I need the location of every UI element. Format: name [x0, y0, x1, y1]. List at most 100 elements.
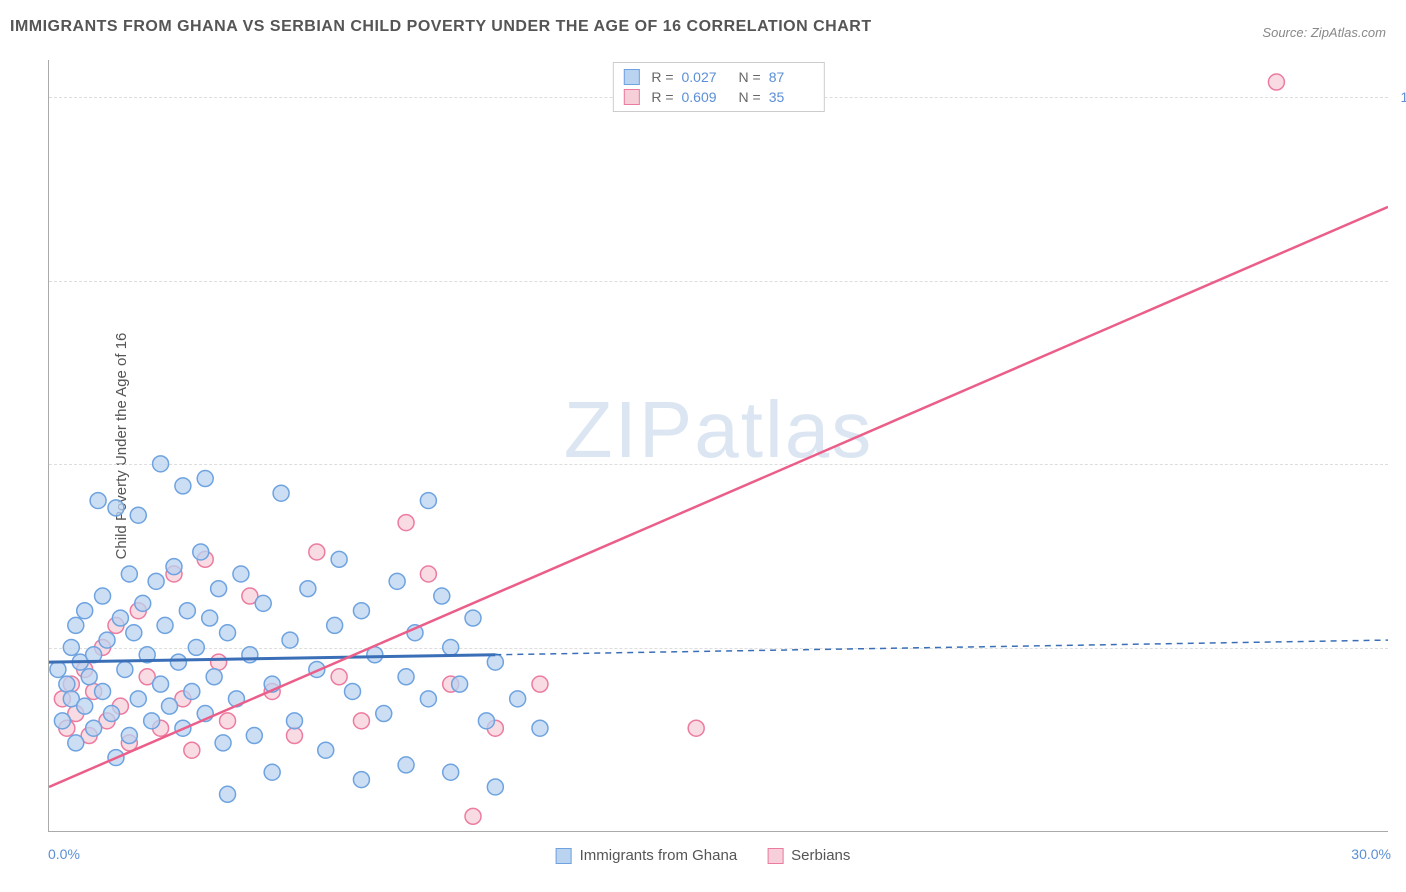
data-point [215, 735, 231, 751]
data-point [77, 698, 93, 714]
data-point [465, 808, 481, 824]
data-point [117, 661, 133, 677]
data-point [273, 485, 289, 501]
scatter-svg [49, 60, 1388, 831]
data-point [211, 581, 227, 597]
data-point [121, 566, 137, 582]
data-point [420, 493, 436, 509]
data-point [1268, 74, 1284, 90]
y-tick-label: 50.0% [1393, 456, 1406, 472]
data-point [282, 632, 298, 648]
trendline [49, 207, 1388, 787]
data-point [81, 669, 97, 685]
data-point [532, 676, 548, 692]
data-point [95, 588, 111, 604]
legend-label-serbians: Serbians [791, 847, 850, 864]
data-point [286, 713, 302, 729]
data-point [398, 757, 414, 773]
data-point [130, 691, 146, 707]
data-point [510, 691, 526, 707]
data-point [68, 735, 84, 751]
n-label: N = [739, 69, 761, 85]
data-point [443, 639, 459, 655]
legend-item-serbians: Serbians [767, 847, 850, 864]
legend-series: Immigrants from Ghana Serbians [556, 847, 851, 864]
data-point [166, 559, 182, 575]
plot-area: ZIPatlas 25.0%50.0%75.0%100.0% R = 0.027… [48, 60, 1388, 832]
swatch-serbians-icon [767, 848, 783, 864]
n-value-serbians: 35 [769, 89, 814, 105]
data-point [389, 573, 405, 589]
data-point [443, 764, 459, 780]
swatch-ghana [623, 69, 639, 85]
data-point [309, 544, 325, 560]
data-point [286, 728, 302, 744]
data-point [487, 779, 503, 795]
legend-row-ghana: R = 0.027 N = 87 [623, 67, 813, 87]
legend-correlation: R = 0.027 N = 87 R = 0.609 N = 35 [612, 62, 824, 112]
data-point [220, 625, 236, 641]
data-point [353, 603, 369, 619]
data-point [112, 610, 128, 626]
data-point [179, 603, 195, 619]
source-label: Source: [1262, 25, 1307, 40]
y-tick-label: 25.0% [1393, 640, 1406, 656]
data-point [452, 676, 468, 692]
data-point [175, 478, 191, 494]
data-point [108, 500, 124, 516]
data-point [246, 728, 262, 744]
data-point [90, 493, 106, 509]
data-point [50, 661, 66, 677]
data-point [135, 595, 151, 611]
data-point [465, 610, 481, 626]
chart-title: IMMIGRANTS FROM GHANA VS SERBIAN CHILD P… [10, 18, 872, 36]
data-point [157, 617, 173, 633]
data-point [434, 588, 450, 604]
data-point [478, 713, 494, 729]
data-point [331, 551, 347, 567]
r-label: R = [651, 69, 673, 85]
swatch-serbians [623, 89, 639, 105]
data-point [353, 772, 369, 788]
data-point [398, 515, 414, 531]
data-point [86, 720, 102, 736]
trendline-dashed [495, 640, 1388, 655]
data-point [184, 683, 200, 699]
data-point [327, 617, 343, 633]
data-point [420, 691, 436, 707]
legend-label-ghana: Immigrants from Ghana [580, 847, 738, 864]
data-point [68, 617, 84, 633]
x-tick-max: 30.0% [1351, 846, 1391, 862]
data-point [202, 610, 218, 626]
data-point [353, 713, 369, 729]
y-tick-label: 75.0% [1393, 273, 1406, 289]
data-point [487, 654, 503, 670]
data-point [376, 706, 392, 722]
data-point [95, 683, 111, 699]
data-point [184, 742, 200, 758]
n-value-ghana: 87 [769, 69, 814, 85]
data-point [211, 654, 227, 670]
data-point [206, 669, 222, 685]
trendline [49, 655, 495, 662]
data-point [188, 639, 204, 655]
x-tick-min: 0.0% [48, 846, 80, 862]
chart-container: IMMIGRANTS FROM GHANA VS SERBIAN CHILD P… [0, 0, 1406, 892]
r-value-ghana: 0.027 [682, 69, 727, 85]
data-point [77, 603, 93, 619]
data-point [233, 566, 249, 582]
data-point [331, 669, 347, 685]
data-point [193, 544, 209, 560]
data-point [162, 698, 178, 714]
y-tick-label: 100.0% [1393, 89, 1406, 105]
data-point [126, 625, 142, 641]
r-value-serbians: 0.609 [682, 89, 727, 105]
data-point [220, 786, 236, 802]
data-point [532, 720, 548, 736]
source-value: ZipAtlas.com [1311, 25, 1386, 40]
data-point [688, 720, 704, 736]
data-point [197, 471, 213, 487]
legend-row-serbians: R = 0.609 N = 35 [623, 87, 813, 107]
data-point [153, 676, 169, 692]
data-point [255, 595, 271, 611]
